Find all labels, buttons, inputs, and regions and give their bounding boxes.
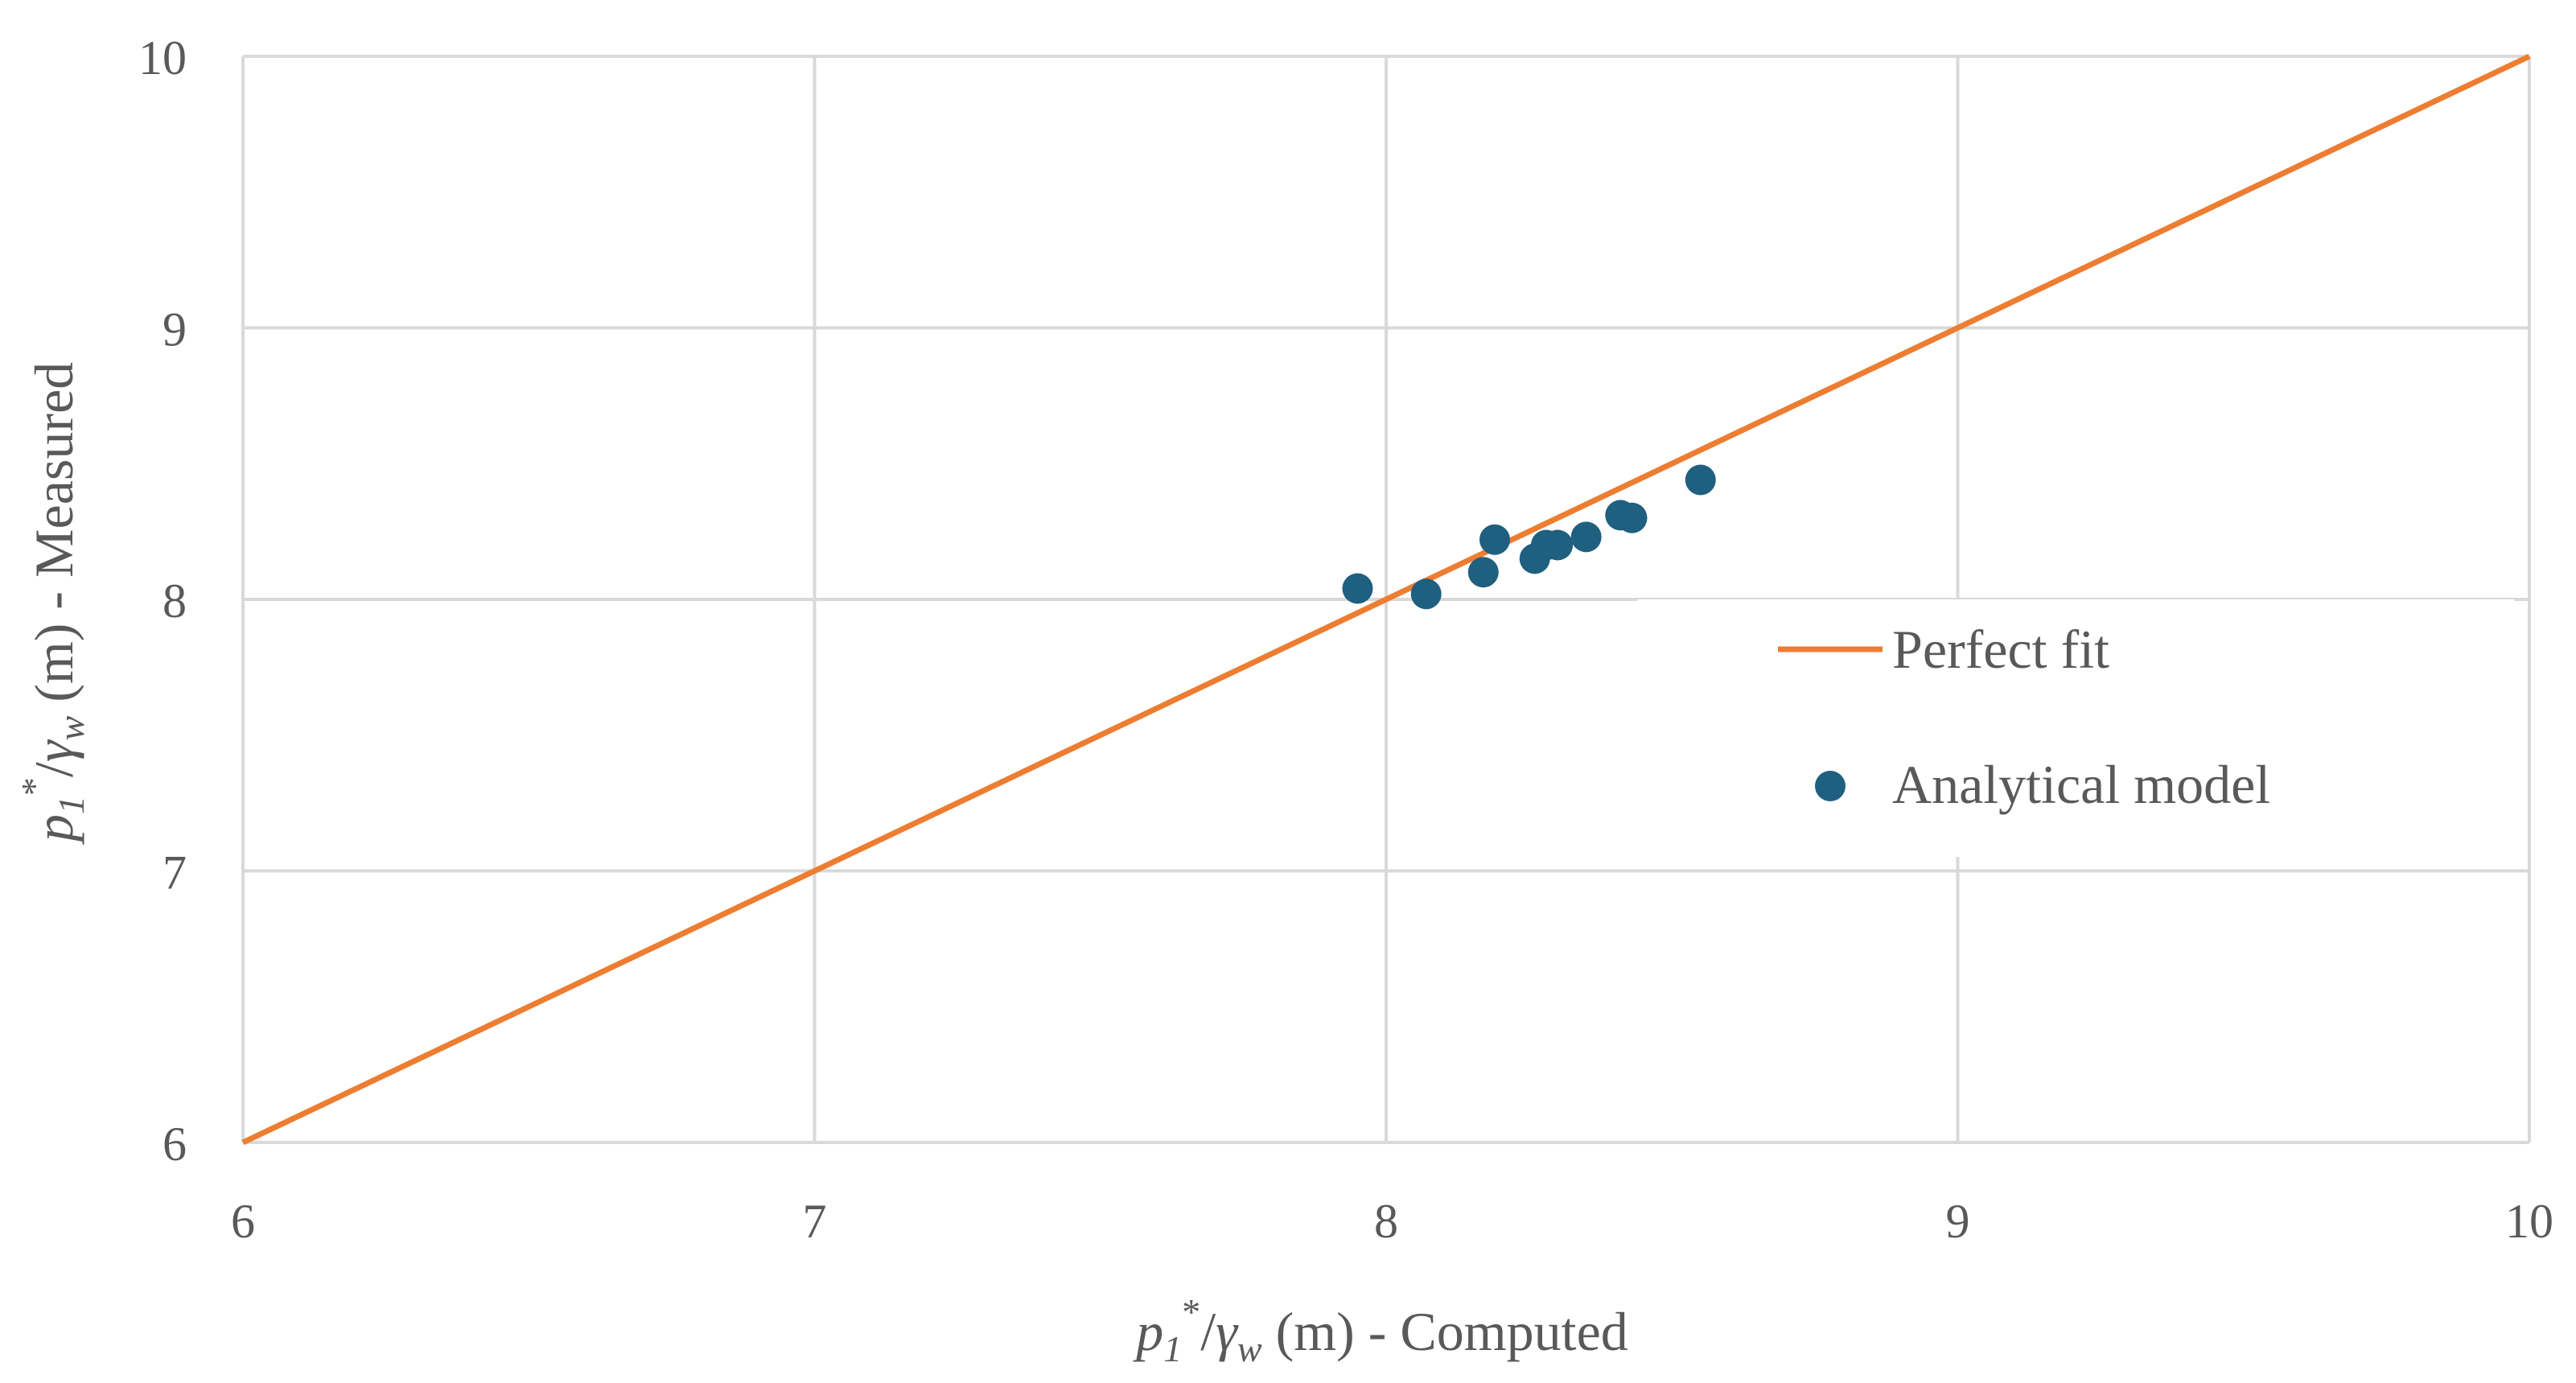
x-axis-title: p1*/γw (m) - Computed: [1133, 1291, 1628, 1369]
x-axis-title-sub: 1: [1163, 1328, 1182, 1369]
data-point-2: [1410, 578, 1442, 610]
y-axis-title-gamma: γ: [23, 739, 84, 762]
tick-labels: 6 7 8 9 10 6 7 8 9 10: [138, 31, 2553, 1248]
legend-background: [1637, 599, 2514, 857]
y-axis-title-gamma-sub: w: [51, 715, 92, 740]
x-axis-title-gamma-sub: w: [1237, 1328, 1262, 1369]
x-axis-title-gamma: γ: [1216, 1301, 1239, 1362]
legend-perfect-fit-label: Perfect fit: [1892, 619, 2109, 680]
x-tick-label-2: 8: [1374, 1195, 1398, 1248]
gridlines: [241, 55, 2531, 1144]
x-tick-label-3: 9: [1946, 1195, 1970, 1248]
legend: Perfect fit Analytical model: [1637, 599, 2514, 857]
x-axis-title-slash: /: [1200, 1301, 1216, 1362]
y-axis-title: p1*/γw (m) - Measured: [14, 362, 92, 845]
data-series: [241, 53, 2531, 1146]
data-point-10: [1616, 502, 1648, 533]
x-tick-label-4: 10: [2505, 1195, 2553, 1248]
x-axis-title-sup: *: [1182, 1291, 1200, 1332]
y-tick-label-1: 7: [163, 846, 187, 899]
x-axis-title-rest: (m) - Computed: [1262, 1301, 1628, 1362]
y-axis-title-rest: (m) - Measured: [23, 362, 84, 716]
x-axis-title-var: p: [1133, 1301, 1163, 1362]
legend-analytical-model-swatch: [1815, 771, 1846, 801]
legend-analytical-model-label: Analytical model: [1892, 754, 2270, 815]
y-axis-title-sup: *: [14, 777, 55, 796]
data-point-1: [1342, 573, 1373, 604]
y-tick-label-2: 8: [163, 574, 187, 628]
data-point-8: [1570, 521, 1602, 553]
y-tick-label-0: 6: [163, 1118, 187, 1171]
y-axis-title-var: p: [23, 814, 84, 845]
data-point-4: [1479, 524, 1510, 555]
perfect-fit-line: [241, 53, 2531, 1146]
x-tick-label-1: 7: [803, 1195, 827, 1248]
x-tick-label-0: 6: [231, 1195, 255, 1248]
data-point-7: [1542, 529, 1574, 561]
y-axis-title-sub: 1: [51, 796, 92, 814]
y-tick-label-3: 9: [163, 303, 187, 356]
data-point-3: [1467, 557, 1499, 588]
y-tick-label-4: 10: [138, 31, 187, 84]
data-point-11: [1685, 464, 1716, 496]
y-axis-title-slash: /: [23, 762, 84, 777]
